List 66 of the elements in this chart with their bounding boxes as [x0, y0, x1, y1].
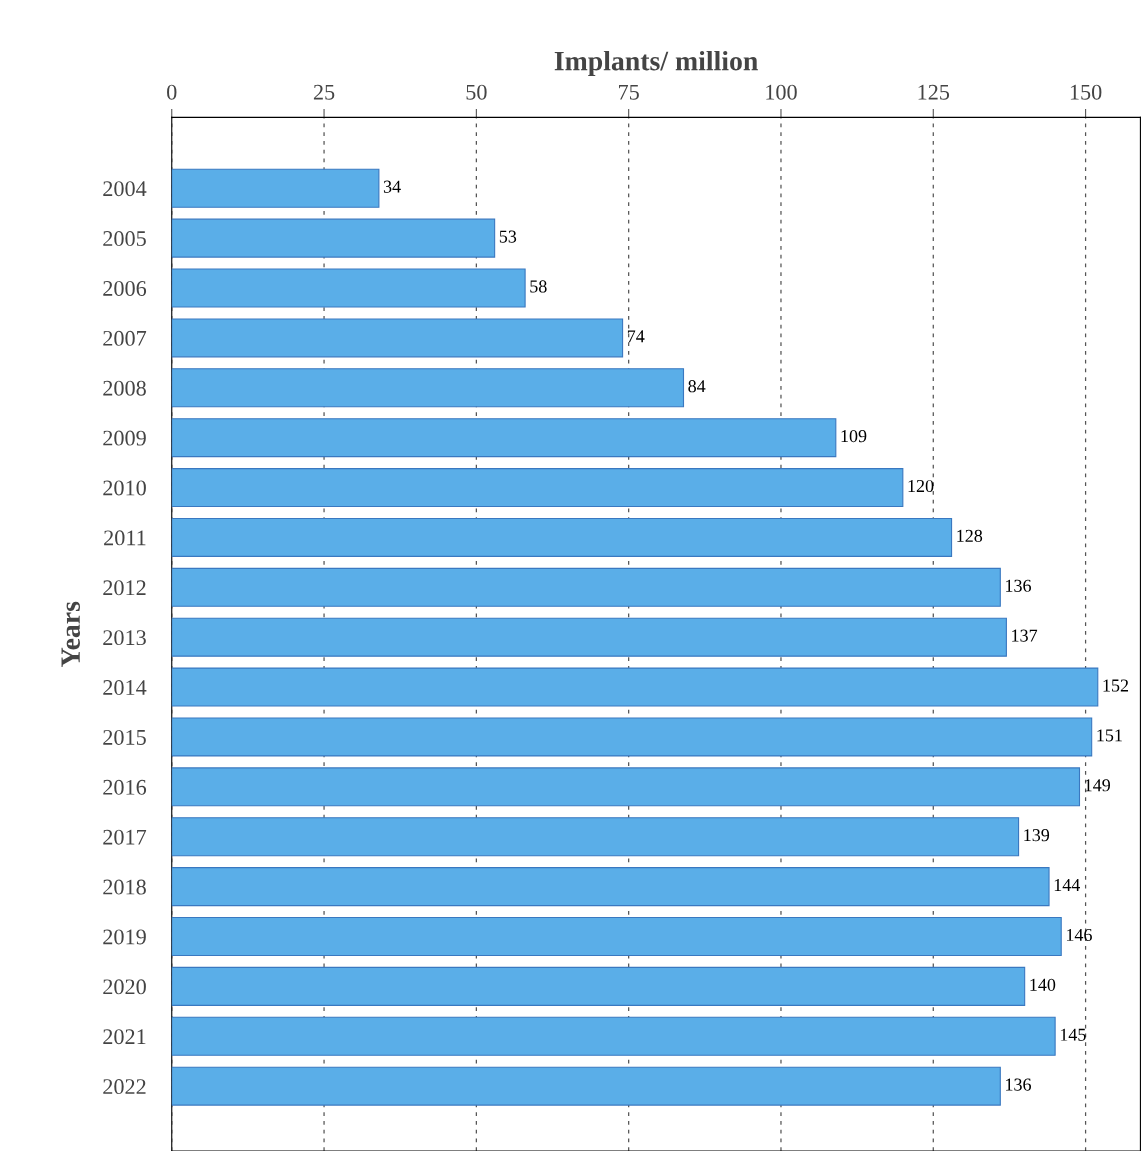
bar — [171, 817, 1020, 857]
data-label: 144 — [1054, 879, 1080, 891]
bar — [171, 567, 1001, 607]
y-tick-label: 2017 — [103, 829, 147, 845]
x-tick-label: 125 — [918, 84, 950, 100]
data-label: 152 — [1103, 679, 1129, 692]
x-tick-label: 150 — [1070, 84, 1102, 100]
x-tick-label: 50 — [466, 84, 487, 100]
bar — [171, 517, 953, 557]
bar — [171, 767, 1081, 807]
y-tick-label: 2006 — [103, 280, 147, 296]
y-tick-label: 2013 — [103, 630, 146, 646]
data-label: 151 — [1097, 729, 1122, 742]
y-tick-label: 2020 — [103, 979, 146, 995]
bar — [171, 268, 526, 308]
bar — [171, 1066, 1001, 1106]
data-label: 109 — [841, 429, 867, 443]
bar — [171, 966, 1026, 1006]
bar — [171, 867, 1050, 907]
bar — [171, 468, 904, 508]
y-tick-label: 2021 — [103, 1029, 146, 1045]
data-label: 149 — [1085, 779, 1111, 792]
y-tick-label: 2009 — [103, 430, 146, 446]
y-axis-title: Years — [61, 601, 80, 667]
data-label: 136 — [1006, 579, 1032, 592]
x-tick-label: 25 — [313, 84, 335, 100]
bar — [171, 368, 685, 408]
y-tick-label: 2010 — [103, 480, 146, 496]
data-label: 146 — [1066, 928, 1092, 942]
y-tick-label: 2004 — [103, 181, 147, 197]
bar — [171, 667, 1099, 707]
y-tick-label: 2016 — [103, 779, 147, 795]
y-tick-label: 2019 — [103, 929, 146, 945]
y-tick-label: 2012 — [103, 580, 146, 596]
y-tick-label: 2018 — [103, 879, 146, 895]
y-tick-label: 2014 — [103, 680, 147, 696]
data-label: 53 — [499, 230, 517, 243]
data-label: 136 — [1006, 1078, 1032, 1091]
y-tick-label: 2008 — [103, 380, 146, 396]
bar — [171, 218, 496, 258]
data-label: 139 — [1024, 829, 1050, 842]
bar — [171, 717, 1093, 757]
bar — [171, 916, 1062, 957]
bar — [171, 1016, 1056, 1056]
x-tick-label: 75 — [619, 84, 639, 100]
y-tick-label: 2011 — [104, 530, 146, 546]
data-label: 145 — [1060, 1028, 1086, 1041]
bar — [171, 168, 380, 208]
data-label: 128 — [957, 529, 983, 542]
y-tick-label: 2007 — [103, 330, 147, 346]
data-label: 58 — [530, 280, 547, 293]
data-label: 34 — [383, 180, 401, 193]
data-label: 74 — [627, 330, 645, 343]
y-tick-label: 2015 — [103, 729, 146, 745]
data-label: 137 — [1012, 629, 1038, 642]
x-tick-label: 0 — [167, 84, 177, 100]
bar — [171, 617, 1007, 657]
x-tick-label: 100 — [766, 84, 797, 100]
data-label: 120 — [908, 479, 934, 493]
y-tick-label: 2005 — [103, 231, 146, 247]
x-axis-title: Implants/ million — [554, 50, 758, 77]
bar — [171, 318, 624, 358]
bar — [171, 418, 837, 458]
data-label: 84 — [688, 380, 706, 393]
data-label: 140 — [1030, 978, 1056, 991]
y-tick-label: 2022 — [103, 1079, 146, 1095]
